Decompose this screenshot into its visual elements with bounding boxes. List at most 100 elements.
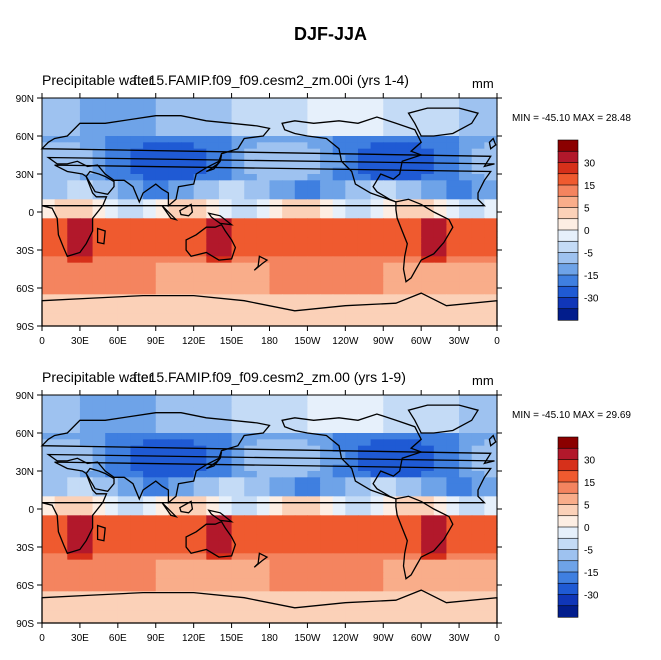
heatmap-cell [181,237,195,245]
heatmap-cell [357,616,372,624]
heatmap-cell [231,572,245,580]
heatmap-cell [79,110,94,118]
heatmap-cell [155,136,169,143]
heatmap-cell [117,110,132,118]
heatmap-cell [218,490,233,497]
heatmap-cell [383,578,397,586]
heatmap-cell [193,445,207,453]
heatmap-cell [395,445,410,453]
heatmap-cell [370,521,384,529]
heatmap-cell [459,180,473,188]
heatmap-cell [484,262,498,270]
coastline [488,434,497,447]
heatmap-cell [433,610,448,618]
heatmap-cell [117,205,132,213]
heatmap-cell [320,180,334,188]
heatmap-cell [218,136,233,143]
heatmap-cell [130,534,144,542]
heatmap-cell [433,414,448,421]
heatmap-cell [244,401,258,409]
heatmap-cell [143,262,157,270]
heatmap-cell [446,313,460,321]
coastline [207,212,234,226]
y-tick-label: 30S [16,543,34,554]
heatmap-cell [67,420,81,428]
heatmap-cell [471,250,485,257]
heatmap-cell [459,477,473,485]
heatmap-cell [446,250,460,257]
x-tick-label: 30E [71,633,89,644]
heatmap-cell [345,439,359,447]
heatmap-cell [357,142,372,150]
heatmap-cell [357,445,372,453]
heatmap-cell [206,452,220,459]
heatmap-cell [446,243,460,251]
heatmap-cell [484,313,498,321]
heatmap-cell [206,407,220,415]
heatmap-cell [67,534,81,542]
heatmap-cell [282,142,296,150]
heatmap-cell [383,123,397,131]
heatmap-cell [421,433,435,440]
heatmap-cell [269,439,283,447]
heatmap-cell [130,458,144,466]
colorbar-label: 30 [584,456,596,467]
heatmap-cell [408,585,422,592]
heatmap-cell [79,610,94,618]
heatmap-cell [244,161,258,169]
heatmap-cell [484,395,498,402]
heatmap-cell [42,186,56,194]
heatmap-cell [484,281,498,289]
heatmap-cell [370,452,384,459]
heatmap-cell [193,433,207,440]
heatmap-cell [130,610,144,618]
heatmap-cell [231,231,245,238]
heatmap-cell [320,275,334,283]
heatmap-cell [282,471,296,478]
heatmap-cell [459,559,473,567]
heatmap-cell [320,319,334,327]
heatmap-cell [117,148,132,156]
heatmap-cell [54,212,68,219]
heatmap-cell [231,616,245,624]
heatmap-cell [42,591,56,599]
heatmap-cell [105,445,119,453]
heatmap-cell [181,231,195,238]
heatmap-cell [231,401,245,409]
heatmap-cell [383,528,397,535]
heatmap-cell [231,490,245,497]
y-tick-label: 0 [28,505,34,516]
heatmap-cell [54,414,68,421]
heatmap-cell [459,199,473,207]
heatmap-cell [471,224,485,232]
heatmap-cell [206,237,220,245]
heatmap-cell [244,521,258,529]
heatmap-cell [332,515,346,523]
heatmap-cell [67,294,81,302]
heatmap-cell [67,528,81,535]
heatmap-cell [244,98,258,105]
heatmap-cell [332,528,346,535]
heatmap-cell [395,237,410,245]
heatmap-cell [294,578,309,586]
colorbar-label: -15 [584,271,599,282]
heatmap-cell [105,199,119,207]
heatmap-cell [92,420,106,428]
heatmap-cell [370,604,384,611]
heatmap-cell [421,477,435,485]
heatmap-cell [383,212,397,219]
heatmap-cell [92,528,106,535]
heatmap-cell [357,502,372,510]
heatmap-cell [345,534,359,542]
heatmap-cell [130,426,144,434]
heatmap-cell [79,414,94,421]
heatmap-cell [345,407,359,415]
heatmap-cell [181,445,195,453]
heatmap-cell [54,224,68,232]
heatmap-cell [193,281,207,289]
heatmap-cell [117,180,132,188]
heatmap-cell [193,401,207,409]
heatmap-cell [294,231,309,238]
heatmap-cell [193,199,207,207]
heatmap-cell [218,414,233,421]
